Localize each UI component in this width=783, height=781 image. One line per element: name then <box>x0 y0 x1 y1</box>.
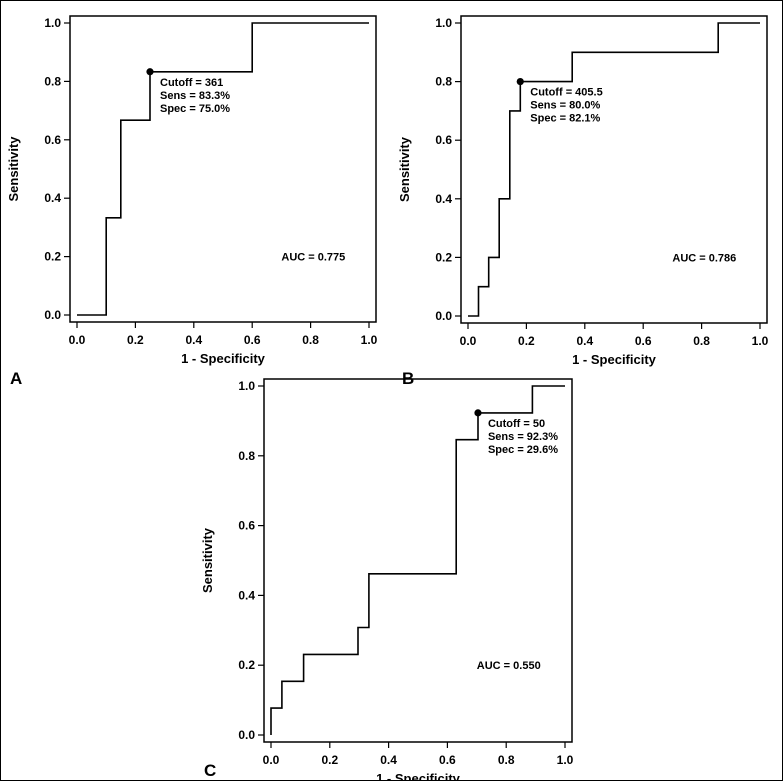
y-tick-label: 0.2 <box>435 250 452 264</box>
cutoff-annotation-line: Spec = 82.1% <box>530 113 600 125</box>
roc-curve-line <box>270 385 565 735</box>
y-tick-label: 0.8 <box>238 449 255 463</box>
y-tick-label: 0.2 <box>44 250 61 264</box>
y-tick-label: 0.6 <box>435 133 452 147</box>
cutoff-annotation-line: Spec = 75.0% <box>160 103 230 115</box>
optimal-cutoff-point <box>474 409 482 417</box>
x-tick-label: 0.4 <box>185 333 202 347</box>
cutoff-annotation-line: Spec = 29.6% <box>488 444 558 456</box>
plot-frame <box>69 15 377 323</box>
y-tick-label: 0.0 <box>238 728 255 742</box>
roc-panel-b: 0.0 0.2 0.4 0.6 0.8 1.0 0.0 0.2 0.4 0.6 0.8 1.0 1 - … <box>397 15 769 388</box>
x-tick-label: 1.0 <box>361 333 378 347</box>
x-tick-label: 0.4 <box>380 753 397 767</box>
y-tick-label: 0.2 <box>238 658 255 672</box>
cutoff-annotation-line: Sens = 92.3% <box>488 431 558 443</box>
cutoff-annotation-line: Cutoff = 405.5 <box>530 87 602 99</box>
roc-curve-line <box>77 22 369 316</box>
y-tick-label: 1.0 <box>238 379 255 393</box>
roc-panel-a: 0.0 0.2 0.4 0.6 0.8 1.0 0.0 0.2 0.4 0.6 0.8 1.0 1 - … <box>6 15 378 388</box>
y-tick-label: 0.6 <box>44 133 61 147</box>
x-tick-label: 0.6 <box>439 753 456 767</box>
x-tick-label: 0.8 <box>693 334 710 348</box>
panel-letter: C <box>204 761 216 780</box>
cutoff-annotation-line: Sens = 80.0% <box>530 100 600 112</box>
cutoff-annotation-line: Sens = 83.3% <box>160 90 230 102</box>
y-axis-label: Sensitivity <box>397 136 412 202</box>
plot-frame <box>263 378 573 743</box>
auc-label: AUC = 0.786 <box>672 252 736 264</box>
y-tick-label: 1.0 <box>435 16 452 30</box>
x-tick-label: 0.6 <box>635 334 652 348</box>
y-tick-label: 1.0 <box>44 16 61 30</box>
x-tick-label: 0.2 <box>321 753 338 767</box>
panel-letter: A <box>10 369 22 388</box>
cutoff-annotation-line: Cutoff = 361 <box>160 77 223 89</box>
x-tick-label: 0.0 <box>263 753 280 767</box>
x-tick-label: 0.0 <box>69 333 86 347</box>
y-tick-label: 0.8 <box>435 75 452 89</box>
x-tick-label: 0.2 <box>518 334 535 348</box>
optimal-cutoff-point <box>516 78 524 86</box>
y-axis-label: Sensitivity <box>200 527 215 593</box>
y-tick-label: 0.4 <box>238 588 255 602</box>
auc-label: AUC = 0.550 <box>477 660 541 672</box>
y-axis-label: Sensitivity <box>6 136 21 202</box>
optimal-cutoff-point <box>146 68 154 76</box>
x-tick-label: 0.2 <box>127 333 144 347</box>
x-tick-label: 0.0 <box>460 334 477 348</box>
x-tick-label: 0.4 <box>576 334 593 348</box>
x-axis-label: 1 - Specificity <box>376 771 461 781</box>
plot-frame <box>460 15 768 324</box>
auc-label: AUC = 0.775 <box>281 252 345 264</box>
y-tick-label: 0.4 <box>435 192 452 206</box>
x-tick-label: 0.8 <box>302 333 319 347</box>
x-axis-label: 1 - Specificity <box>181 351 266 366</box>
roc-panel-c: 0.0 0.2 0.4 0.6 0.8 1.0 0.0 0.2 0.4 0.6 0.8 1.0 1 - … <box>200 378 574 781</box>
y-tick-label: 0.0 <box>44 308 61 322</box>
y-tick-label: 0.6 <box>238 519 255 533</box>
y-tick-label: 0.0 <box>435 309 452 323</box>
x-axis-label: 1 - Specificity <box>572 352 657 367</box>
x-tick-label: 1.0 <box>752 334 769 348</box>
y-tick-label: 0.4 <box>44 191 61 205</box>
roc-curve-line <box>468 22 760 317</box>
y-tick-label: 0.8 <box>44 74 61 88</box>
x-tick-label: 0.8 <box>498 753 515 767</box>
x-tick-label: 0.6 <box>244 333 261 347</box>
x-tick-label: 1.0 <box>557 753 574 767</box>
cutoff-annotation-line: Cutoff = 50 <box>488 418 545 430</box>
